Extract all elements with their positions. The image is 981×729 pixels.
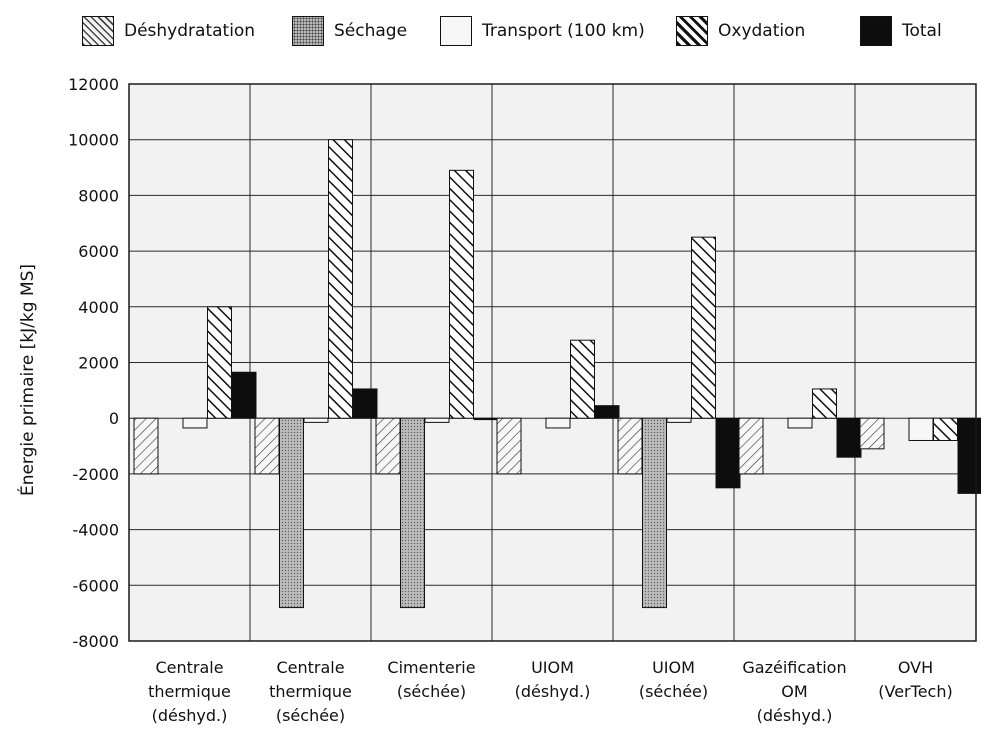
bar-total-6 — [836, 417, 862, 458]
y-tick-label: 8000 — [78, 186, 119, 205]
bar-deshydratation-3 — [375, 417, 401, 475]
legend-swatch-deshydratation — [82, 16, 114, 46]
legend-swatch-total — [860, 16, 892, 46]
bar-transport-100-km-4 — [545, 417, 571, 429]
bar-deshydratation-1 — [133, 417, 159, 475]
x-category-label: OVH (VerTech) — [878, 658, 952, 701]
legend-swatch-sechage — [292, 16, 324, 46]
bar-deshydratation-6 — [738, 417, 764, 475]
y-axis-title: Énergie primaire [kJ/kg MS] — [18, 263, 38, 497]
bar-oxydation-4 — [570, 339, 595, 419]
x-category-label-line: Gazéification — [742, 658, 846, 677]
bar-transport-100-km-6 — [787, 417, 813, 429]
x-category-label-line: (séchée) — [639, 682, 708, 701]
y-tick-labels: 12000 10000 8000 6000 4000 2000 0 -2000 -4000 -60… — [68, 75, 119, 651]
bar-sechage-3 — [400, 417, 425, 609]
x-category-label-line: (séchée) — [276, 706, 345, 725]
plot-frame — [128, 83, 977, 642]
y-tick-label: -6000 — [73, 576, 120, 595]
bar-transport-100-km-3 — [424, 417, 450, 423]
bar-deshydratation-4 — [496, 417, 522, 475]
legend-item-deshydratation: Déshydratation — [82, 14, 255, 48]
legend-item-sechage: Séchage — [292, 14, 407, 48]
bar-total-4 — [594, 405, 620, 419]
bar-total-7 — [957, 417, 981, 494]
legend-item-oxydation: Oxydation — [676, 14, 805, 48]
x-category-label: Cimenterie (séchée) — [387, 658, 475, 701]
bar-total-3 — [473, 417, 499, 421]
x-category-label-line: (VerTech) — [878, 682, 952, 701]
bar-sechage-5 — [642, 417, 667, 609]
x-category-label: UIOM (déshyd.) — [515, 658, 591, 701]
y-tick-label: -8000 — [73, 632, 120, 651]
legend-swatch-oxydation — [676, 16, 708, 46]
y-tick-label: -4000 — [73, 521, 120, 540]
x-category-label-line: Cimenterie — [387, 658, 475, 677]
x-category-label-line: UIOM — [531, 658, 574, 677]
y-tick-label: 0 — [109, 409, 119, 428]
x-category-label: Centrale thermique (séchée) — [269, 658, 352, 725]
bar-oxydation-2 — [328, 139, 353, 419]
x-category-label-line: UIOM — [652, 658, 695, 677]
bar-total-2 — [352, 388, 378, 419]
category-labels: Centrale thermique (déshyd.) Centrale thermi… — [148, 658, 953, 725]
x-category-label-line: (déshyd.) — [152, 706, 228, 725]
bar-oxydation-3 — [449, 169, 474, 419]
x-category-label-line: Centrale — [276, 658, 344, 677]
y-tick-label: 10000 — [68, 131, 119, 150]
bar-total-5 — [715, 417, 741, 489]
legend-label-oxydation: Oxydation — [718, 21, 806, 41]
plot-border — [128, 83, 977, 642]
bar-deshydratation-7 — [859, 417, 885, 450]
legend-label-transport: Transport (100 km) — [482, 21, 645, 41]
x-category-label: Centrale thermique (déshyd.) — [148, 658, 231, 725]
x-category-label: UIOM (séchée) — [639, 658, 708, 701]
bar-transport-100-km-7 — [908, 417, 934, 441]
bar-oxydation-5 — [691, 236, 716, 419]
legend-swatch-transport — [440, 16, 472, 46]
bar-oxydation-1 — [207, 306, 232, 419]
bars — [133, 139, 981, 609]
y-tick-label: 6000 — [78, 242, 119, 261]
legend-label-total: Total — [902, 21, 942, 41]
x-category-label-line: (déshyd.) — [757, 706, 833, 725]
x-category-label-line: (déshyd.) — [515, 682, 591, 701]
x-category-label-line: Centrale — [155, 658, 223, 677]
bar-transport-100-km-2 — [303, 417, 329, 423]
x-category-label-line: thermique — [269, 682, 352, 701]
x-category-label: Gazéification OM (déshyd.) — [742, 658, 846, 725]
bar-sechage-2 — [279, 417, 304, 609]
x-category-label-line: (séchée) — [397, 682, 466, 701]
x-category-label-line: OM — [781, 682, 807, 701]
y-tick-label: 12000 — [68, 75, 119, 94]
y-tick-label: -2000 — [73, 465, 120, 484]
x-category-label-line: thermique — [148, 682, 231, 701]
y-tick-label: 4000 — [78, 298, 119, 317]
bar-oxydation-6 — [812, 388, 837, 419]
bar-deshydratation-2 — [254, 417, 280, 475]
bar-oxydation-7 — [933, 417, 958, 441]
bar-total-1 — [231, 371, 257, 419]
legend-item-total: Total — [860, 14, 942, 48]
legend-item-transport: Transport (100 km) — [440, 14, 645, 48]
legend: Déshydratation Séchage Transport (100 km… — [0, 14, 981, 48]
legend-label-deshydratation: Déshydratation — [124, 21, 256, 41]
bar-transport-100-km-1 — [182, 417, 208, 429]
y-tick-label: 2000 — [78, 354, 119, 373]
bar-deshydratation-5 — [617, 417, 643, 475]
bar-transport-100-km-5 — [666, 417, 692, 423]
legend-label-sechage: Séchage — [334, 21, 408, 41]
x-category-label-line: OVH — [898, 658, 933, 677]
